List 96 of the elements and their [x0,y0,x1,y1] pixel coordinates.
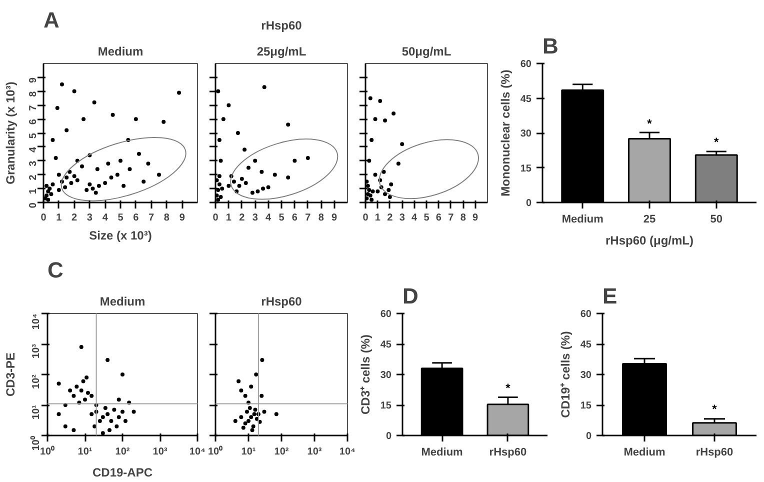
x-tick-label: 7 [305,212,312,224]
x-tick-label: 8 [318,212,324,224]
x-tick-label: rHsp60 [489,446,527,458]
chart-title: rHsp60 [261,294,302,308]
text: C [48,258,64,282]
y-tick-label: 0 [28,202,39,208]
x-tick-label: 4 [102,212,108,224]
y-tick-label: 60 [580,309,592,320]
text: A [44,8,60,32]
chart-title: 50μg/mL [402,44,452,58]
x-tick-label: 6 [436,212,442,224]
y-tick-label: 0 [586,431,592,442]
y-tick-label: 30 [520,128,532,140]
x-tick-label: 10² [115,446,130,458]
chart-title: Medium [98,44,144,58]
y-tick-label: 10⁴ [31,313,42,330]
y-tick-label: 15 [380,400,392,412]
annotation: * [714,135,720,150]
x-tick-label: 10² [274,446,290,458]
x-tick-label: 50 [710,214,723,226]
y-tick-label: 1 [28,188,39,194]
y-tick-label: 8 [28,90,39,97]
x-tick-label: 9 [179,212,186,224]
x-tick-label: 9 [332,212,338,224]
x-tick-label: 10³ [307,446,322,458]
x-tick-label: 8 [460,212,466,224]
x-tick-label: 2 [239,212,246,224]
text: rHsp60 [261,18,302,32]
x-tick-label: 7 [148,212,155,224]
x-tick-label: 1 [56,212,62,224]
text: B [542,34,558,58]
annotation: * [506,380,511,395]
y-tick-label: 60 [520,59,532,70]
y-tick-label: 2 [28,174,39,180]
x-tick-label: 0 [212,212,219,224]
y-axis-title: Granularity (x 10³) [4,82,18,184]
x-tick-label: 5 [278,212,285,224]
x-tick-label: 4 [412,212,418,224]
x-tick-label: 10⁰ [208,446,224,458]
x-tick-label: 3 [86,212,93,224]
x-tick-label: 8 [164,212,170,224]
x-axis-title: rHsp60 (μg/mL) [605,234,694,248]
chart-title: 25μg/mL [256,44,306,58]
x-tick-label: 4 [266,212,272,224]
y-tick-label: 10³ [31,343,42,358]
x-tick-label: 6 [133,212,140,224]
y-tick-label: 10² [31,374,42,389]
x-tick-label: 6 [292,212,298,224]
y-tick-label: 0 [526,198,532,209]
x-tick-label: 25 [643,214,656,226]
x-tick-label: 2 [72,212,78,224]
y-tick-label: 5 [28,132,39,139]
x-tick-label: 3 [252,212,258,224]
annotation: * [712,402,718,416]
x-tick-label: 10³ [152,446,168,458]
x-tick-label: Medium [421,446,464,458]
y-tick-label: 30 [580,370,592,381]
x-tick-label: rHsp60 [696,446,734,458]
x-tick-label: Medium [562,214,604,226]
y-tick-label: 60 [380,309,392,320]
y-tick-label: 3 [28,160,39,166]
x-tick-label: 10⁰ [40,446,56,458]
y-axis-title: Mononuclear cells (%) [498,70,512,196]
y-tick-label: 45 [580,340,592,350]
x-tick-label: 10⁴ [189,446,206,458]
y-axis-title: CD3-PE [4,352,18,397]
x-axis-title: Size (x 10³) [89,228,152,242]
x-tick-label: 9 [472,212,479,224]
y-tick-label: 15 [520,163,532,174]
x-tick-label: 10¹ [78,446,93,458]
text: E [602,284,618,308]
chart-title: Medium [100,294,146,308]
x-tick-label: 5 [424,212,430,224]
y-tick-label: 30 [380,370,392,381]
x-tick-label: 7 [448,212,454,224]
y-tick-label: 6 [28,118,39,125]
y-axis-title: CD3⁺ cells (%) [358,334,372,415]
x-tick-label: 3 [399,212,406,224]
text: D [402,284,418,308]
x-tick-label: 0 [362,212,369,224]
x-tick-label: 10¹ [241,446,256,458]
y-tick-label: 7 [28,104,39,111]
y-tick-label: 4 [28,146,39,152]
y-tick-label: 10¹ [31,404,42,420]
x-tick-label: 1 [226,212,232,224]
y-tick-label: 15 [580,400,592,412]
x-tick-label: Medium [624,446,666,458]
y-tick-label: 45 [380,340,392,350]
y-axis-title: CD19⁺ cells (%) [558,331,572,418]
x-axis-title: CD19-APC [92,466,153,480]
x-tick-label: 10⁴ [339,446,356,458]
y-tick-label: 9 [28,76,39,83]
y-tick-label: 45 [520,94,532,105]
y-tick-label: 0 [386,431,392,442]
annotation: * [647,116,652,131]
x-tick-label: 5 [118,212,124,224]
